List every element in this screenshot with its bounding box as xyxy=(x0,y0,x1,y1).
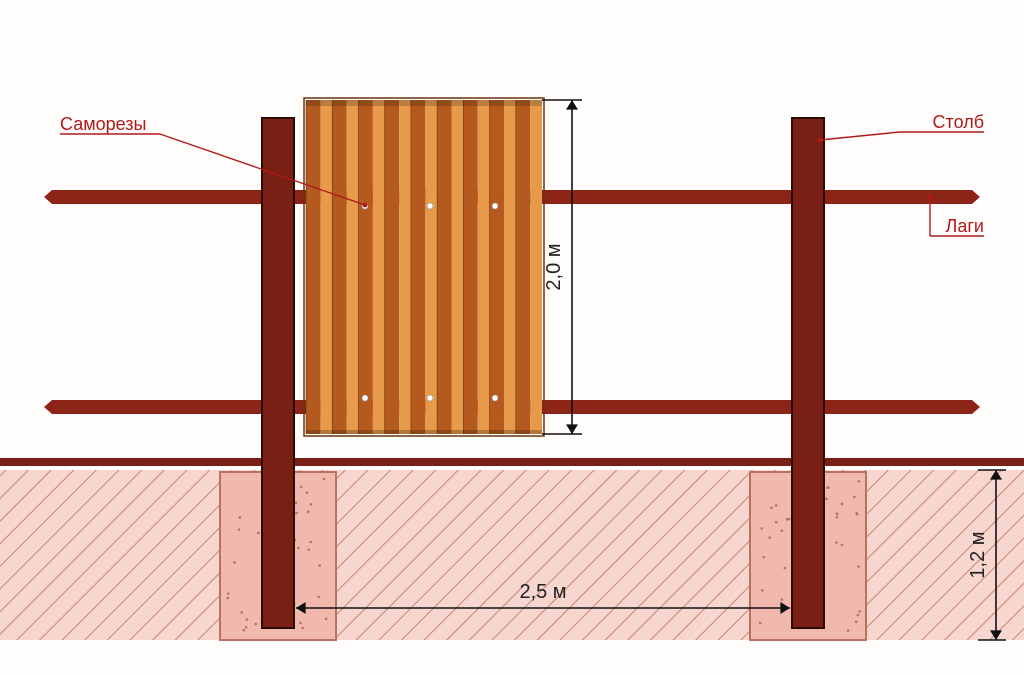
screw xyxy=(492,203,498,209)
screw xyxy=(362,395,368,401)
soil xyxy=(0,470,1024,640)
screw xyxy=(492,395,498,401)
screw xyxy=(427,395,433,401)
fence-diagram: 2,0 м 2,5 м 1,2 м Саморезы Столб Лаги xyxy=(0,0,1024,675)
label-screws: Саморезы xyxy=(60,114,146,134)
profiled-sheet xyxy=(304,98,544,436)
post-left xyxy=(262,118,294,628)
dim-depth-label: 1,2 м xyxy=(967,531,989,578)
screw xyxy=(427,203,433,209)
post-right xyxy=(792,118,824,628)
dim-span-label: 2,5 м xyxy=(519,581,566,603)
dim-height-label: 2,0 м xyxy=(543,243,565,290)
label-joists: Лаги xyxy=(946,216,984,236)
label-post: Столб xyxy=(933,112,984,132)
